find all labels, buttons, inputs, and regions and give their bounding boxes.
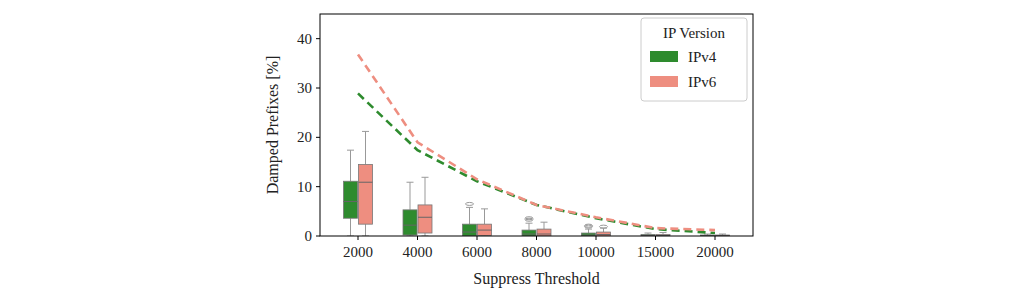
box — [418, 205, 432, 233]
whisker-cap-high — [362, 131, 369, 132]
x-tick — [536, 236, 537, 240]
y-tick-label: 40 — [297, 31, 312, 47]
median — [597, 234, 611, 235]
y-tick — [316, 38, 320, 39]
legend-label: IPv6 — [688, 74, 717, 90]
whisker-cap-high — [526, 223, 533, 224]
x-tick — [715, 236, 716, 240]
whisker-cap-high — [585, 229, 592, 230]
whisker-high — [469, 207, 470, 224]
x-tick-label: 6000 — [462, 244, 492, 260]
x-tick-label: 10000 — [577, 244, 615, 260]
whisker-cap-high — [466, 207, 473, 208]
x-tick-label: 15000 — [637, 244, 675, 260]
y-tick-label: 20 — [297, 129, 312, 145]
outlier — [525, 217, 533, 220]
x-tick — [417, 236, 418, 240]
whisker-cap-high — [422, 177, 429, 178]
whisker-cap-high — [660, 232, 667, 233]
whisker-cap-high — [407, 182, 414, 183]
y-tick — [316, 186, 320, 187]
x-tick-label: 20000 — [696, 244, 734, 260]
legend-frame — [641, 18, 747, 101]
x-tick — [655, 236, 656, 240]
whisker-high — [425, 177, 426, 205]
box — [597, 232, 611, 236]
box — [403, 210, 417, 235]
legend: IP Version IPv4 IPv6 — [641, 18, 747, 101]
median — [344, 201, 358, 202]
legend-label: IPv4 — [688, 49, 717, 65]
outlier — [466, 202, 474, 205]
outlier — [600, 225, 608, 228]
legend-title: IP Version — [663, 25, 726, 41]
median — [418, 217, 432, 218]
plot-frame — [320, 14, 753, 236]
whisker-cap-high — [541, 222, 548, 223]
whisker-high — [350, 150, 351, 181]
median — [359, 182, 373, 183]
box — [522, 230, 536, 236]
chart: 0 10 20 30 40 2000 4000 6000 8000 10000 15000 20000… — [0, 0, 1024, 293]
whisker-cap-high — [645, 233, 652, 234]
y-tick — [316, 137, 320, 138]
trend-line — [358, 54, 715, 230]
x-tick — [596, 236, 597, 240]
y-tick — [316, 236, 320, 237]
whisker-low — [365, 224, 366, 236]
box — [463, 224, 477, 236]
x-tick-label: 4000 — [403, 244, 433, 260]
box — [359, 164, 373, 224]
median — [403, 225, 417, 226]
whisker-cap-high — [347, 150, 354, 151]
median — [478, 230, 492, 231]
box — [344, 181, 358, 218]
x-tick-label: 8000 — [522, 244, 552, 260]
median — [537, 234, 551, 235]
y-tick-label: 30 — [297, 80, 312, 96]
median — [522, 234, 536, 235]
y-tick-label: 0 — [305, 228, 313, 244]
whisker-high — [484, 209, 485, 224]
legend-swatch — [650, 76, 678, 87]
whisker-cap-high — [481, 208, 488, 209]
whisker-high — [410, 182, 411, 210]
x-tick — [358, 236, 359, 240]
y-tick-label: 10 — [297, 179, 312, 195]
box — [478, 224, 492, 235]
y-tick — [316, 88, 320, 89]
whisker-high — [529, 223, 530, 230]
whisker-cap-high — [719, 234, 726, 235]
x-tick-label: 2000 — [343, 244, 373, 260]
whisker-high — [365, 131, 366, 164]
whisker-high — [603, 228, 604, 232]
whisker-high — [588, 229, 589, 233]
trend-line — [358, 93, 715, 233]
median — [582, 235, 596, 236]
legend-swatch — [650, 51, 678, 62]
y-axis-label: Damped Prefixes [%] — [264, 56, 282, 195]
marks — [344, 54, 730, 236]
outlier — [585, 224, 593, 227]
whisker-high — [544, 222, 545, 229]
median — [463, 232, 477, 233]
whisker-low — [350, 218, 351, 236]
box — [537, 229, 551, 236]
x-axis-label: Suppress Threshold — [473, 270, 599, 288]
outlier — [585, 225, 593, 228]
x-tick — [477, 236, 478, 240]
